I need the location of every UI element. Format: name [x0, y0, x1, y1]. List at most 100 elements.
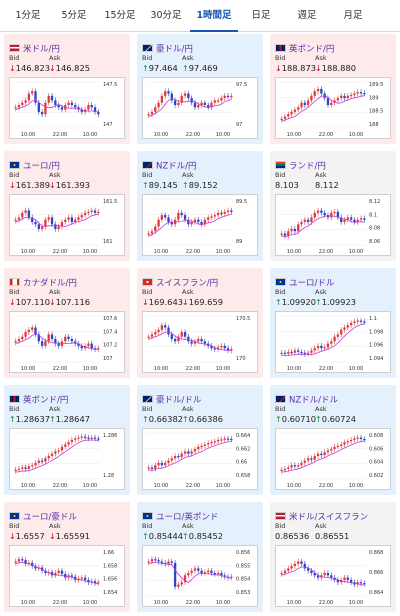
bid-price: ↑1.28637: [9, 414, 50, 424]
rate-card[interactable]: 英ポンド/円 Bid Ask ↓188.873 ↓188.880 189.5 189 188.…: [270, 34, 396, 144]
mini-chart[interactable]: 1.1 1.098 1.096 1.094 10:00 22:00 10:00: [275, 311, 391, 373]
pair-name[interactable]: ユーロ/英ポンド: [156, 512, 219, 523]
candle: [336, 445, 340, 448]
mini-chart[interactable]: 0.856 0.855 0.854 0.853 10:00 22:00 10:00: [142, 545, 258, 607]
tab-2[interactable]: 15分足: [104, 10, 136, 21]
pair-name[interactable]: スイスフラン/円: [156, 278, 219, 289]
candle: [87, 437, 90, 439]
tab-6[interactable]: 週足: [297, 10, 317, 21]
mini-chart[interactable]: 97.5 97 10:00 22:00 10:00: [142, 77, 258, 139]
y-tick-label: 0.868: [369, 550, 383, 556]
rate-card[interactable]: 豪ドル/円 Bid Ask ↑97.464 ↑97.469 97.5 97 10:00 22:0…: [137, 34, 263, 144]
candle: [223, 95, 226, 99]
bid-label: Bid: [9, 171, 20, 179]
mini-chart[interactable]: 1.66 1.658 1.656 1.654 10:00 22:00 10:00: [9, 545, 125, 607]
mini-chart[interactable]: 8.12 8.1 8.08 8.06 10:00 22:00 10:00: [275, 194, 391, 256]
pair-name[interactable]: ランド/円: [289, 161, 326, 172]
bid-price: ↑97.464: [142, 63, 178, 73]
y-tick-label: 89.5: [236, 199, 247, 205]
candle: [310, 95, 313, 101]
x-tick-label: 10:00: [287, 366, 301, 372]
bid-price: ↓146.823: [9, 63, 50, 73]
pair-name[interactable]: 米ドル/スイスフラン: [289, 512, 369, 523]
tab-5[interactable]: 日足: [251, 10, 271, 21]
rate-card[interactable]: 米ドル/円 Bid Ask ↓146.823 ↓146.825 147.5 147 10:00…: [4, 34, 130, 144]
candle: [220, 212, 223, 214]
rate-card[interactable]: ユーロ/豪ドル Bid Ask ↓1.6557 ↓1.65591 1.66 1.658 1.6…: [4, 502, 130, 612]
mini-chart[interactable]: 107.6 107.4 107.2 107 10:00 22:00 10:00: [9, 311, 125, 373]
rate-card[interactable]: NZドル/ドル Bid Ask ↑0.60710 ↑0.60724 0.608 0.606 0…: [270, 385, 396, 495]
mini-chart[interactable]: 0.664 0.662 0.66 0.658 10:00 22:00 10:00: [142, 428, 258, 490]
candle: [220, 439, 223, 441]
candle: [193, 341, 197, 344]
rate-card[interactable]: ユーロ/英ポンド Bid Ask ↑0.85444 ↑0.85452 0.856 0.855…: [137, 502, 263, 612]
mini-chart[interactable]: 170.5 170 10:00 22:00 10:00: [142, 311, 258, 373]
mini-chart[interactable]: 161.5 161 10:00 22:00 10:00: [9, 194, 125, 256]
candle: [160, 215, 164, 220]
candlestick-chart: 147.5 147 10:00 22:00 10:00: [14, 81, 117, 138]
candle: [336, 579, 340, 583]
y-tick-label: 188: [369, 122, 379, 128]
candle: [346, 441, 349, 443]
rate-card[interactable]: 英ポンド/円 Bid Ask ↑1.28637 ↑1.28647 1.286 1.28 10:…: [4, 385, 130, 495]
rate-card[interactable]: スイスフラン/円 Bid Ask ↓169.643 ↓169.659 170.5 170 10…: [137, 268, 263, 378]
pair-name[interactable]: ユーロ/円: [23, 161, 60, 172]
ask-label: Ask: [182, 171, 194, 179]
bid-price: ↓107.110: [9, 297, 50, 307]
candle: [343, 219, 346, 222]
candle: [31, 91, 34, 94]
card-header: ユーロ/豪ドル: [9, 506, 77, 523]
y-tick-label: 8.12: [369, 199, 380, 205]
candle: [90, 105, 93, 108]
pair-name[interactable]: 米ドル/円: [23, 44, 60, 55]
tab-3[interactable]: 30分足: [150, 10, 182, 21]
rate-card[interactable]: ランド/円 Bid Ask 8.103 8.112 8.12 8.1 8.08 8.06 10:0…: [270, 151, 396, 261]
candle: [356, 437, 359, 439]
tab-1[interactable]: 5分足: [61, 10, 87, 21]
pair-name[interactable]: 豪ドル/円: [156, 44, 193, 55]
rate-card[interactable]: カナダドル/円 Bid Ask ↓107.110 ↓107.116 107.6 107.4 1…: [4, 268, 130, 378]
candle: [300, 462, 303, 466]
candle: [37, 334, 40, 342]
candle: [154, 465, 157, 469]
pair-name[interactable]: ユーロ/ドル: [289, 278, 335, 289]
candle: [210, 102, 213, 108]
bid-value: 89.145: [148, 180, 178, 190]
mini-chart[interactable]: 0.608 0.606 0.604 0.602 10:00 22:00 10:00: [275, 428, 391, 490]
candle: [173, 562, 177, 587]
candle: [310, 458, 313, 460]
mini-chart[interactable]: 189.5 189 188.5 188 10:00 22:00 10:00: [275, 77, 391, 139]
pair-name[interactable]: 英ポンド/円: [23, 395, 69, 406]
pair-name[interactable]: NZドル/円: [156, 161, 197, 172]
ask-price: ↑1.28647: [49, 414, 90, 424]
candle: [223, 345, 226, 349]
mini-chart[interactable]: 147.5 147 10:00 22:00 10:00: [9, 77, 125, 139]
bid-label: Bid: [275, 288, 286, 296]
candle: [203, 219, 207, 225]
candle: [283, 352, 287, 354]
pair-name[interactable]: 英ポンド/円: [289, 44, 335, 55]
rate-card[interactable]: NZドル/円 Bid Ask ↑89.145 ↑89.152 89.5 89 10:00 22:…: [137, 151, 263, 261]
mini-chart[interactable]: 0.868 0.866 0.864 10:00 22:00 10:00: [275, 545, 391, 607]
mini-chart[interactable]: 89.5 89 10:00 22:00 10:00: [142, 194, 258, 256]
candle: [316, 210, 320, 213]
tab-7[interactable]: 月足: [343, 10, 363, 21]
rate-card[interactable]: 豪ドル/ドル Bid Ask ↑0.66382 ↑0.66386 0.664 0.662 0.…: [137, 385, 263, 495]
mini-chart[interactable]: 1.286 1.28 10:00 22:00 10:00: [9, 428, 125, 490]
pair-name[interactable]: ユーロ/豪ドル: [23, 512, 77, 523]
rate-card[interactable]: ユーロ/円 Bid Ask ↓161.389 ↓161.393 161.5 161 10:00…: [4, 151, 130, 261]
bid-value: 1.28637: [15, 414, 51, 424]
candle: [320, 88, 323, 94]
tab-4[interactable]: 1時間足: [190, 0, 238, 32]
pair-name[interactable]: NZドル/ドル: [289, 395, 339, 406]
pair-name[interactable]: カナダドル/円: [23, 278, 77, 289]
rate-card[interactable]: ユーロ/ドル Bid Ask ↑1.09920 ↑1.09923 1.1 1.098 1.09…: [270, 268, 396, 378]
pair-name[interactable]: 豪ドル/ドル: [156, 395, 202, 406]
y-tick-label: 0.608: [369, 433, 383, 439]
candle: [24, 560, 27, 564]
candle: [287, 231, 290, 236]
candle: [340, 95, 343, 99]
x-tick-label: 10:00: [216, 366, 230, 372]
tab-0[interactable]: 1分足: [15, 10, 41, 21]
rate-card[interactable]: 米ドル/スイスフラン Bid Ask 0.86536 0.86551 0.868 0.866…: [270, 502, 396, 612]
